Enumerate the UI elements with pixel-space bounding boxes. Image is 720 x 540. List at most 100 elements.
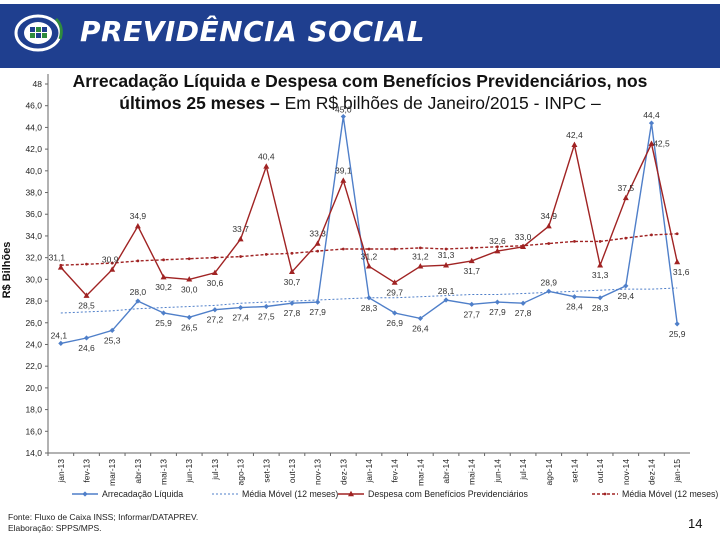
point-media-despesa — [624, 236, 628, 240]
page-number: 14 — [688, 516, 703, 531]
x-tick-label: out-13 — [287, 459, 297, 483]
point-media-despesa — [650, 233, 653, 237]
x-tick-label: dez-13 — [338, 459, 348, 485]
x-tick-label: nov-13 — [313, 459, 323, 485]
data-label-arrecadacao: 27,7 — [463, 309, 480, 319]
point-media-despesa — [675, 232, 679, 236]
point-arrecadacao — [392, 310, 398, 316]
y-tick-label: 22,0 — [25, 361, 42, 371]
y-tick-label: 14,0 — [25, 448, 42, 458]
point-media-despesa — [393, 247, 397, 251]
point-despesa — [545, 222, 552, 229]
data-label-arrecadacao: 26,4 — [412, 323, 429, 333]
x-tick-label: fev-14 — [390, 459, 400, 483]
x-tick-label: mai-14 — [467, 459, 477, 485]
data-label-arrecadacao: 24,1 — [51, 330, 68, 340]
point-despesa — [83, 292, 90, 298]
title-line-2: últimos 25 meses – Em R$ bilhões de Jane… — [0, 92, 720, 114]
point-arrecadacao — [135, 298, 141, 304]
data-label-despesa: 32,6 — [489, 236, 506, 246]
data-label-arrecadacao: 28,4 — [566, 302, 583, 312]
x-tick-label: jan-13 — [56, 459, 66, 484]
point-media-despesa — [213, 256, 217, 260]
data-label-despesa: 31,6 — [673, 267, 690, 277]
data-label-arrecadacao: 27,9 — [489, 307, 506, 317]
x-tick-label: jan-14 — [364, 459, 374, 484]
point-media-despesa — [59, 263, 63, 267]
data-label-despesa: 31,7 — [463, 266, 480, 276]
x-tick-label: jul-14 — [518, 459, 528, 481]
point-despesa — [186, 276, 193, 282]
point-arrecadacao — [315, 299, 321, 305]
point-despesa — [160, 273, 167, 280]
x-tick-label: set-14 — [569, 459, 579, 483]
point-arrecadacao — [623, 283, 629, 289]
x-tick-label: mar-13 — [107, 459, 117, 486]
data-label-arrecadacao: 29,4 — [618, 291, 635, 301]
x-tick-label: jun-13 — [184, 459, 194, 484]
x-tick-label: set-13 — [261, 459, 271, 483]
data-label-arrecadacao: 45,0 — [335, 105, 352, 115]
point-arrecadacao — [340, 113, 346, 120]
point-arrecadacao — [109, 327, 115, 333]
point-media-despesa — [367, 247, 371, 251]
point-media-despesa — [85, 262, 88, 266]
legend-label: Média Móvel (12 meses) — [242, 489, 338, 499]
x-tick-label: jul-13 — [210, 459, 220, 481]
line-chart: 14,0 16,0 18,0 20,0 22,0 24,0 26,0 28,0 30,0 32,0… — [1, 74, 718, 499]
data-label-arrecadacao: 28,3 — [361, 303, 378, 313]
y-tick-label: 48 — [33, 79, 43, 89]
point-media-despesa — [418, 246, 422, 250]
data-label-arrecadacao: 28,0 — [130, 287, 147, 297]
y-tick-label: 42,0 — [25, 144, 42, 154]
data-label-despesa: 31,3 — [438, 250, 455, 260]
point-despesa — [443, 262, 450, 268]
y-tick-label: 40,0 — [25, 166, 42, 176]
y-tick-label: 44,0 — [25, 122, 42, 132]
point-despesa — [622, 194, 629, 201]
point-arrecadacao — [520, 300, 526, 306]
chart-title: Arrecadação Líquida e Despesa com Benefí… — [0, 70, 720, 114]
x-tick-label: mar-14 — [415, 459, 425, 486]
point-media-despesa — [239, 255, 243, 258]
point-arrecadacao — [494, 299, 500, 305]
y-tick-label: 16,0 — [25, 426, 42, 436]
point-despesa — [340, 177, 347, 183]
point-despesa — [674, 258, 681, 265]
series-line-despesa — [60, 141, 678, 297]
data-label-arrecadacao: 27,5 — [258, 311, 275, 321]
data-label-arrecadacao: 27,9 — [309, 307, 326, 317]
point-arrecadacao — [571, 294, 578, 300]
x-axis-ticks: jan-13 fev-13 mar-13 abr-13 mai-13 jun-13 jul-… — [56, 459, 682, 486]
previdencia-logo-icon — [14, 14, 63, 52]
point-media-despesa — [110, 261, 114, 265]
point-media-despesa — [444, 247, 448, 251]
x-tick-label: nov-14 — [621, 459, 631, 485]
x-tick-label: dez-14 — [646, 459, 656, 485]
brand-title: PREVIDÊNCIA SOCIAL — [80, 15, 425, 48]
y-tick-label: 26,0 — [25, 318, 42, 328]
point-arrecadacao — [238, 304, 244, 311]
data-label-arrecadacao: 25,9 — [155, 318, 172, 328]
header-stripe — [0, 0, 720, 4]
legend-marker — [603, 492, 607, 496]
point-arrecadacao — [417, 315, 423, 322]
point-arrecadacao — [289, 300, 295, 306]
y-tick-label: 20,0 — [25, 383, 42, 393]
legend-marker — [82, 491, 88, 497]
x-tick-label: mai-13 — [159, 459, 169, 485]
point-despesa — [648, 140, 655, 146]
data-label-arrecadacao: 27,2 — [207, 315, 224, 325]
point-despesa — [263, 163, 270, 169]
data-label-arrecadacao: 28,1 — [438, 286, 455, 296]
point-media-despesa — [341, 247, 345, 251]
legend: Arrecadação Líquida Média Móvel (12 meses… — [72, 489, 718, 499]
x-tick-label: ago-14 — [544, 459, 554, 486]
point-media-despesa — [162, 258, 165, 262]
legend-label: Arrecadação Líquida — [102, 489, 183, 499]
x-tick-label: out-14 — [595, 459, 605, 483]
data-label-despesa: 30,9 — [102, 255, 119, 265]
data-label-arrecadacao: 26,9 — [386, 318, 403, 328]
point-despesa — [237, 235, 244, 242]
point-media-despesa — [598, 239, 602, 243]
